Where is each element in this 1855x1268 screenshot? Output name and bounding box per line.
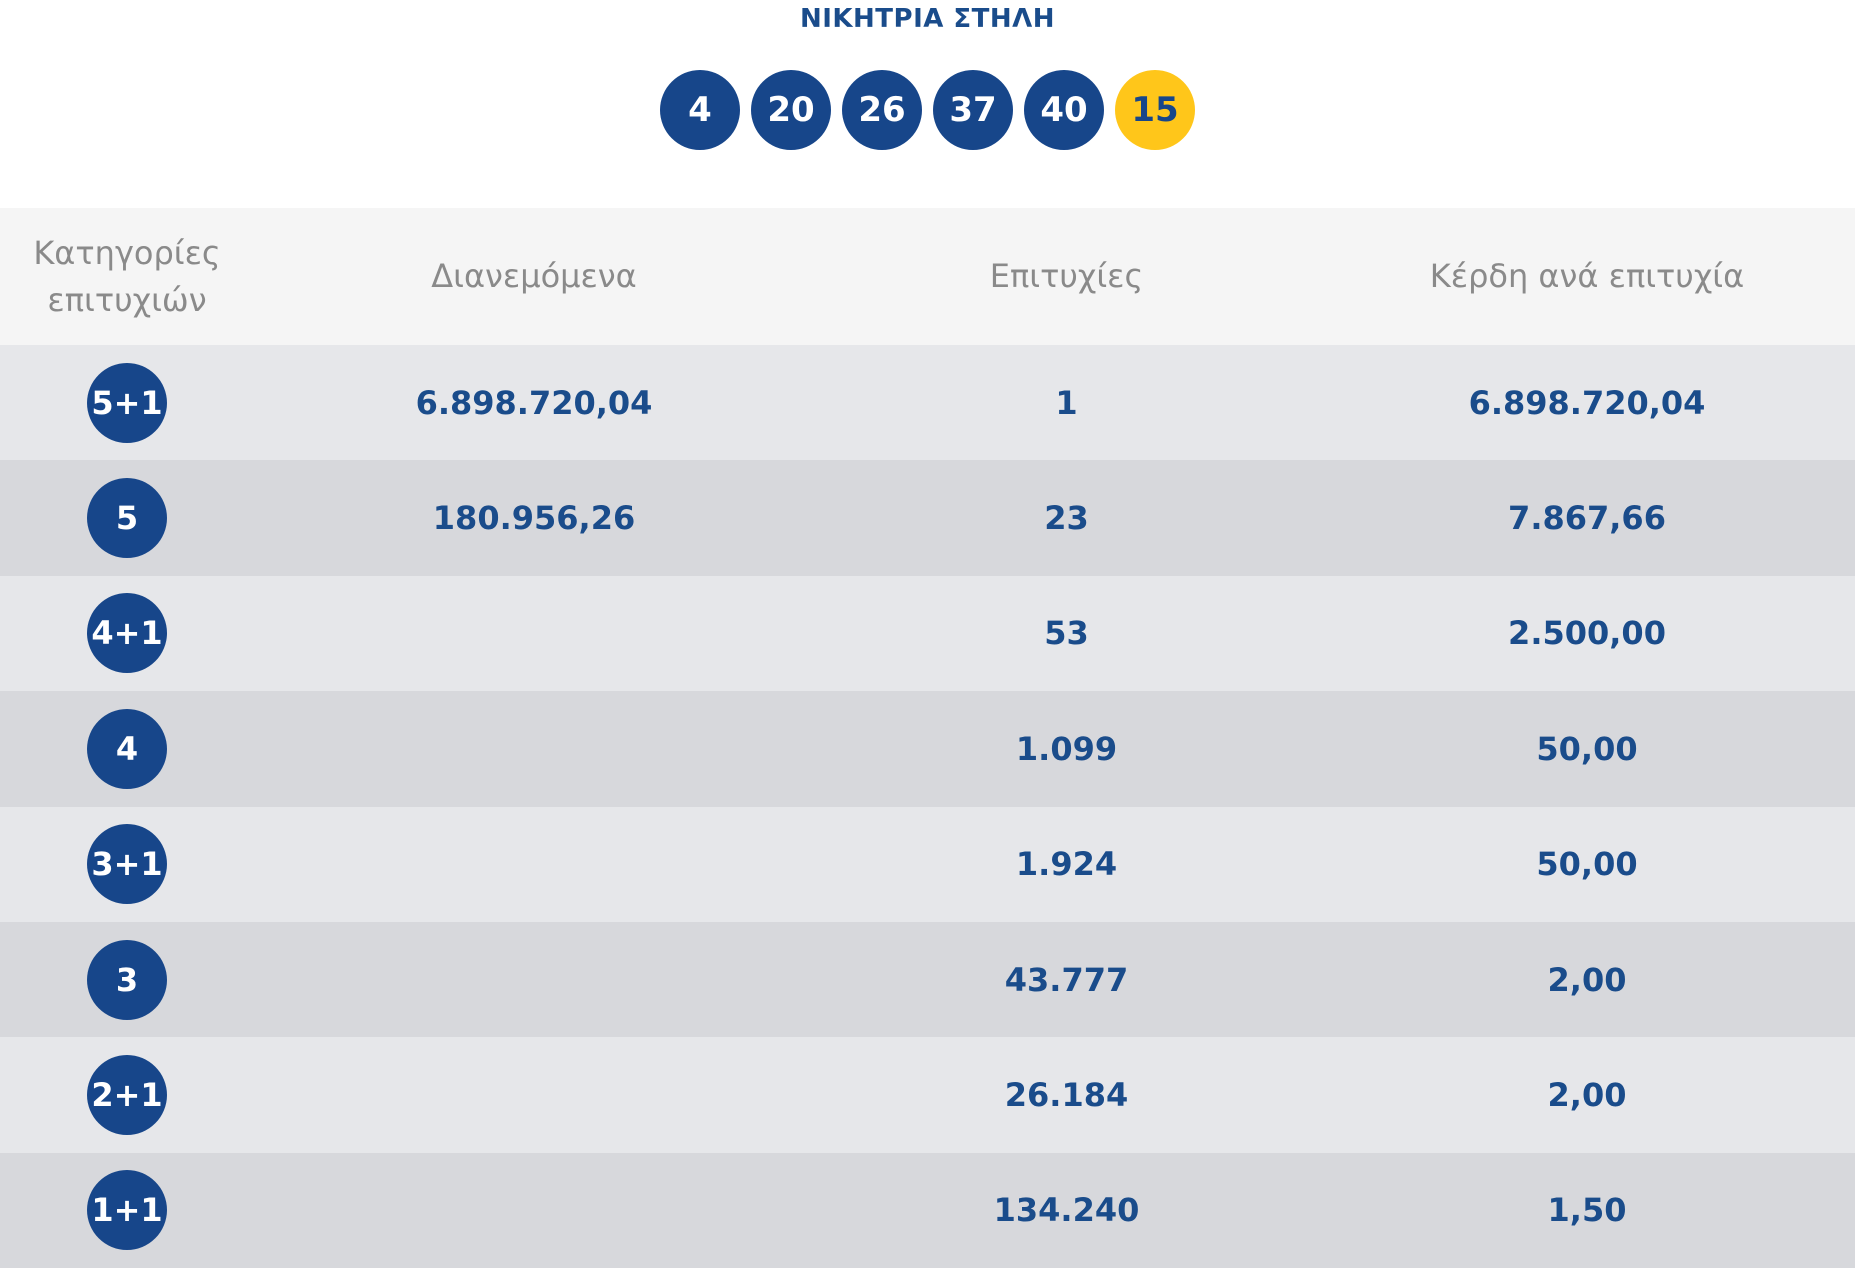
winning-column-title: ΝΙΚΗΤΡΙΑ ΣΤΗΛΗ <box>799 4 1056 34</box>
winners-cell: 23 <box>1044 499 1089 538</box>
category-cell: 4 <box>0 708 254 789</box>
category-cell: 4+1 <box>0 593 254 674</box>
category-badge: 3 <box>87 939 167 1020</box>
table-row: 2+1 26.184 2,00 <box>0 1037 1855 1153</box>
header-prize-per-winner: Κέρδη ανά επιτυχία <box>1429 257 1745 296</box>
winners-cell: 134.240 <box>993 1191 1140 1230</box>
distributed-cell: 6.898.720,04 <box>415 383 653 422</box>
prize-cell: 2,00 <box>1547 1076 1627 1115</box>
winners-cell: 1 <box>1055 383 1078 422</box>
prize-cell: 2,00 <box>1547 960 1627 999</box>
prize-cell: 50,00 <box>1536 845 1638 884</box>
prize-cell: 2.500,00 <box>1508 614 1666 653</box>
winners-cell: 1.924 <box>1015 845 1118 884</box>
winners-cell: 1.099 <box>1015 729 1118 768</box>
distributed-cell: 180.956,26 <box>432 499 636 538</box>
winners-cell: 43.777 <box>1004 960 1129 999</box>
winning-number-ball: 37 <box>933 70 1013 150</box>
category-badge: 5 <box>87 478 167 559</box>
prize-cell: 50,00 <box>1536 729 1638 768</box>
winning-number-ball: 4 <box>660 70 740 150</box>
winning-number-ball: 20 <box>751 70 831 150</box>
table-header: Κατηγορίες επιτυχιών Διανεμόμενα Επιτυχί… <box>0 208 1855 345</box>
header-category-line1: Κατηγορίες <box>33 234 221 273</box>
winners-cell: 26.184 <box>1004 1076 1129 1115</box>
category-cell: 1+1 <box>0 1170 254 1251</box>
header-category-line2: επιτυχιών <box>47 280 207 319</box>
table-row: 3 43.777 2,00 <box>0 921 1855 1038</box>
table-row: 4 1.099 50,00 <box>0 691 1855 807</box>
category-cell: 3+1 <box>0 824 254 905</box>
category-badge: 4 <box>87 708 167 789</box>
table-row: 3+1 1.924 50,00 <box>0 806 1855 922</box>
category-badge: 3+1 <box>87 824 167 905</box>
category-badge: 5+1 <box>87 362 167 443</box>
category-cell: 5 <box>0 478 254 559</box>
winning-column-section: ΝΙΚΗΤΡΙΑ ΣΤΗΛΗ 4 20 26 37 40 15 <box>0 0 1855 208</box>
header-distributed: Διανεμόμενα <box>431 257 637 296</box>
category-badge: 2+1 <box>87 1055 167 1136</box>
winning-number-ball: 26 <box>842 70 922 150</box>
prize-cell: 7.867,66 <box>1508 499 1666 538</box>
prize-cell: 1,50 <box>1547 1191 1627 1230</box>
category-cell: 3 <box>0 939 254 1020</box>
table-row: 5+1 6.898.720,04 1 6.898.720,04 <box>0 345 1855 461</box>
table-row: 4+1 53 2.500,00 <box>0 575 1855 692</box>
bonus-number-ball: 15 <box>1115 70 1195 150</box>
category-cell: 5+1 <box>0 362 254 443</box>
category-cell: 2+1 <box>0 1055 254 1136</box>
prize-categories-table: Κατηγορίες επιτυχιών Διανεμόμενα Επιτυχί… <box>0 208 1855 1268</box>
header-category: Κατηγορίες επιτυχιών <box>0 230 254 323</box>
header-winners: Επιτυχίες <box>989 257 1144 296</box>
winners-cell: 53 <box>1044 614 1089 653</box>
category-badge: 1+1 <box>87 1170 167 1251</box>
winning-numbers: 4 20 26 37 40 15 <box>660 70 1195 150</box>
category-badge: 4+1 <box>87 593 167 674</box>
prize-cell: 6.898.720,04 <box>1468 383 1706 422</box>
table-row: 1+1 134.240 1,50 <box>0 1152 1855 1268</box>
table-row: 5 180.956,26 23 7.867,66 <box>0 460 1855 576</box>
winning-number-ball: 40 <box>1024 70 1104 150</box>
